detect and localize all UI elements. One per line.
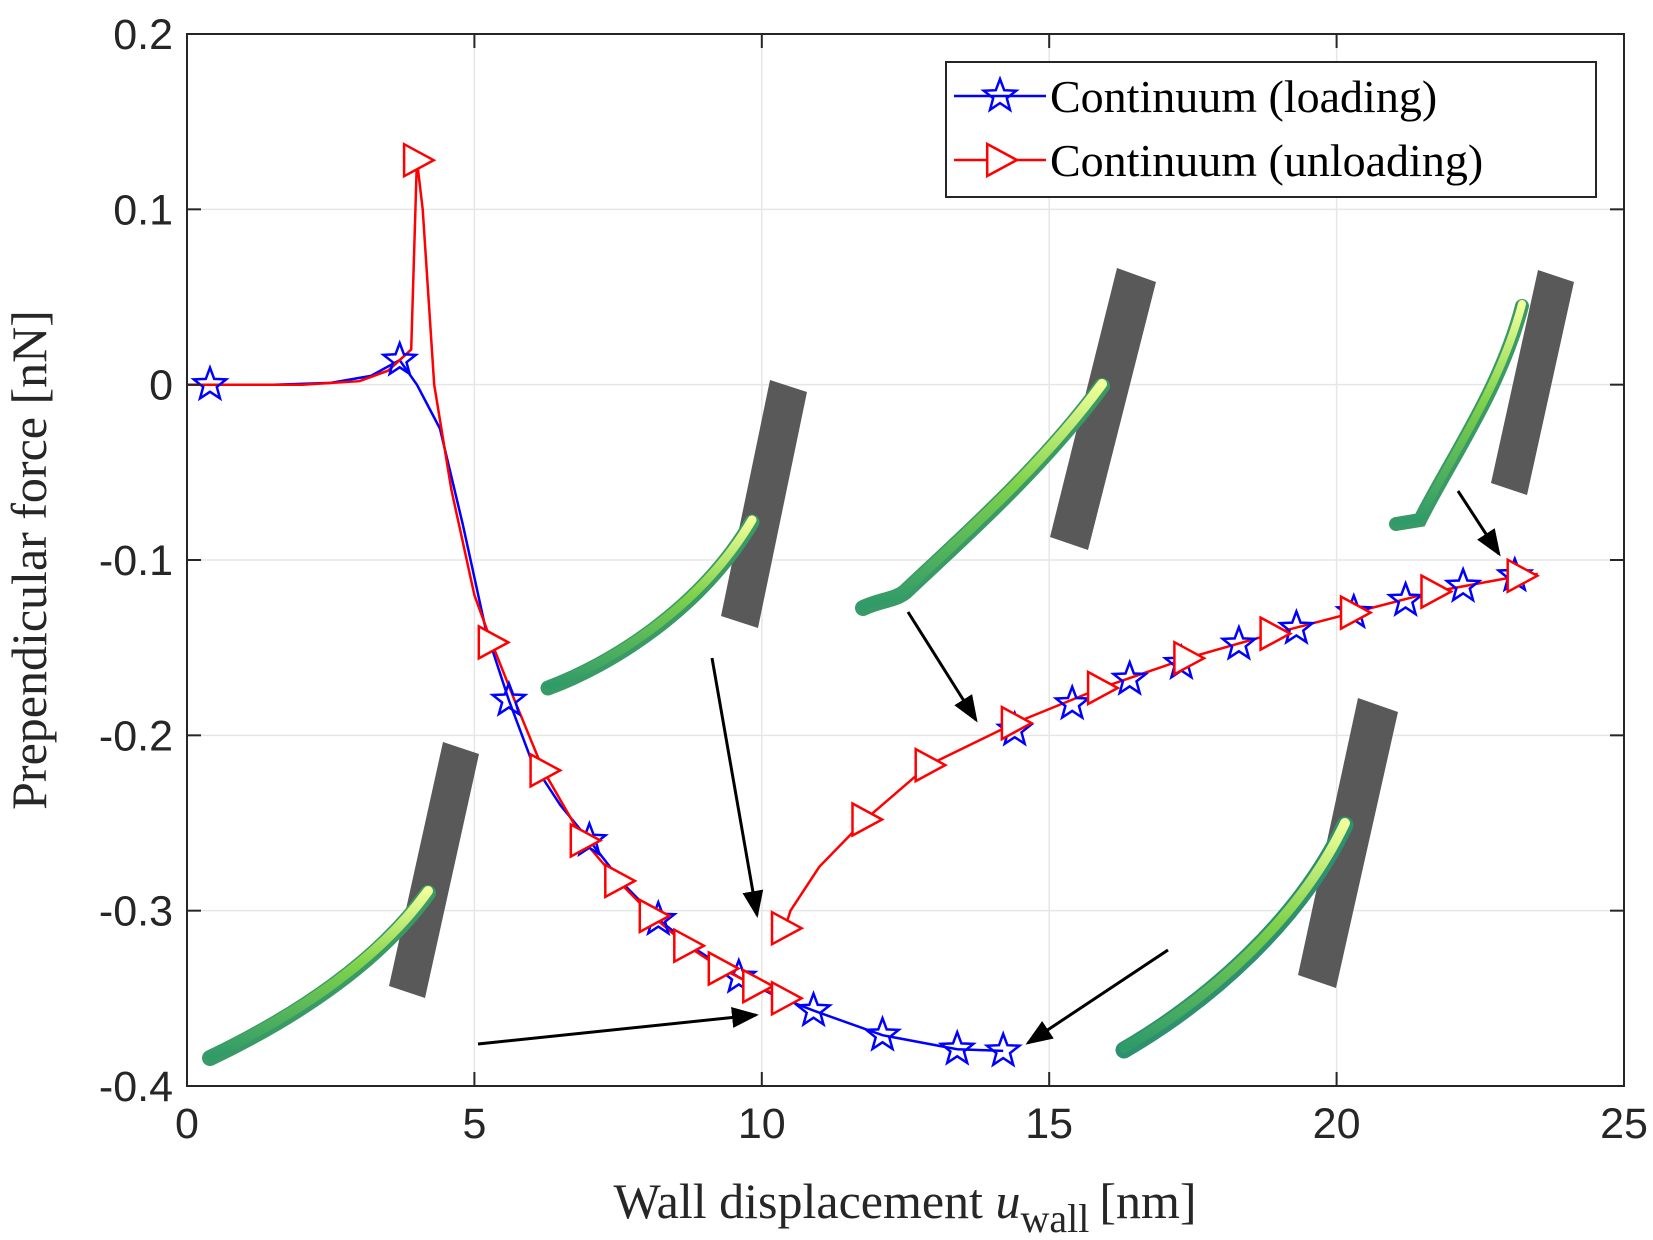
loading-point [1219, 623, 1259, 661]
unloading-point [707, 950, 742, 987]
axes: 0 5 10 15 20 25 0.2 0.1 0 -0.1 -0.2 -0.3 -0.4 [99, 11, 1648, 1148]
legend-star [980, 75, 1020, 113]
inset-5 [1115, 698, 1398, 1059]
x-axis-title: Wall displacement uwall [nm] [613, 1173, 1196, 1240]
unloading-point [477, 624, 512, 661]
loading-point [1443, 565, 1483, 604]
loading-point [190, 364, 230, 402]
loading-point [489, 679, 529, 717]
loading-point [983, 1030, 1023, 1068]
wall-5 [1298, 698, 1398, 988]
loading-point [1276, 607, 1316, 645]
unloading-point [914, 747, 948, 784]
x-axis-title-text: Wall displacement [613, 1173, 983, 1229]
loading-point [937, 1028, 977, 1066]
unloading-point [1086, 669, 1121, 707]
x-tick-label: 25 [1600, 1100, 1648, 1148]
x-axis-title-unit: [nm] [1099, 1173, 1196, 1229]
x-tick-label: 15 [1025, 1100, 1073, 1148]
unloading-point [673, 927, 707, 964]
y-tick-label: 0 [149, 362, 173, 410]
y-tick-label: -0.3 [99, 888, 173, 936]
x-axis-title-var: u [995, 1173, 1020, 1229]
y-axis-title: Prependicular force [nN] [1, 310, 57, 810]
legend-box [945, 61, 1597, 198]
arrows [477, 490, 1501, 1046]
unloading-point [1259, 615, 1293, 652]
x-tick-label: 10 [738, 1100, 786, 1148]
loading-point [862, 1014, 903, 1052]
unloading-point [529, 752, 563, 789]
unloading-point [569, 822, 604, 859]
unloading-point [770, 910, 805, 947]
inset-2 [855, 268, 1156, 616]
arrow-3 [1456, 490, 1501, 557]
unloading-point [1506, 557, 1540, 594]
legend: Continuum (loading) Continuum (unloading… [945, 61, 1597, 198]
legend-triangle [985, 141, 1020, 179]
x-tick-label: 20 [1313, 1100, 1361, 1148]
fiber-1-highlight [543, 515, 757, 691]
fiber-2-highlight [858, 379, 1107, 611]
y-tick-label: -0.2 [99, 712, 173, 760]
wall-3 [1491, 270, 1574, 495]
unloading-point [770, 980, 805, 1017]
legend-marker-loading [980, 75, 1020, 113]
legend-marker-unloading [985, 141, 1020, 179]
arrow-5 [1025, 948, 1169, 1045]
arrow-1 [710, 657, 764, 918]
loading-point [1052, 683, 1092, 721]
unloading-point [1420, 573, 1454, 610]
x-axis-title-sub: wall [1020, 1196, 1089, 1240]
arrow-4 [477, 1007, 759, 1046]
inset-3 [1389, 270, 1574, 531]
inset-4 [202, 742, 479, 1066]
wall-1 [721, 380, 807, 628]
loading-point [380, 339, 420, 377]
legend-label-loading: Continuum (loading) [1050, 71, 1437, 122]
unloading-point [1173, 640, 1207, 677]
arrow-2 [906, 611, 978, 723]
fiber-4-highlight [205, 886, 433, 1061]
unloading-point [402, 142, 437, 179]
y-tick-label: 0.1 [113, 186, 173, 234]
fiber-3-highlight [1392, 300, 1526, 526]
loading-point [794, 990, 834, 1028]
series [187, 142, 1540, 1068]
unloading-point [742, 968, 776, 1005]
fiber-5-highlight [1119, 818, 1350, 1053]
legend-label-unloading: Continuum (unloading) [1050, 135, 1483, 186]
wall-4 [389, 742, 479, 998]
y-tick-label: 0.2 [113, 11, 173, 59]
unloading-point [851, 801, 885, 838]
wall-2 [1050, 268, 1156, 550]
insets [202, 268, 1574, 1066]
unloading-point [1339, 594, 1374, 631]
loading-point [1110, 658, 1150, 696]
unloading-point [604, 862, 638, 899]
unloading-point [638, 897, 673, 934]
y-tick-label: -0.1 [99, 537, 173, 585]
inset-1 [540, 380, 807, 696]
loading-point [1385, 579, 1426, 617]
x-tick-label: 0 [175, 1100, 199, 1148]
x-tick-label: 5 [462, 1100, 486, 1148]
unloading-point [1000, 705, 1035, 742]
y-tick-label: -0.4 [99, 1063, 173, 1111]
